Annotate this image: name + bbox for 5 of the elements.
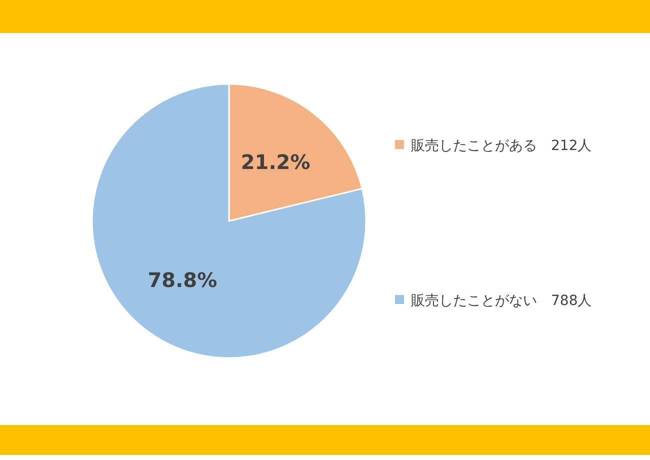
data-label: 78.8% bbox=[148, 268, 218, 292]
legend-label: 販売したことがない 788人 bbox=[411, 292, 592, 309]
legend-label: 販売したことがある 212人 bbox=[411, 138, 592, 154]
pie-slice bbox=[91, 83, 367, 359]
data-label: 21.2% bbox=[240, 150, 310, 174]
